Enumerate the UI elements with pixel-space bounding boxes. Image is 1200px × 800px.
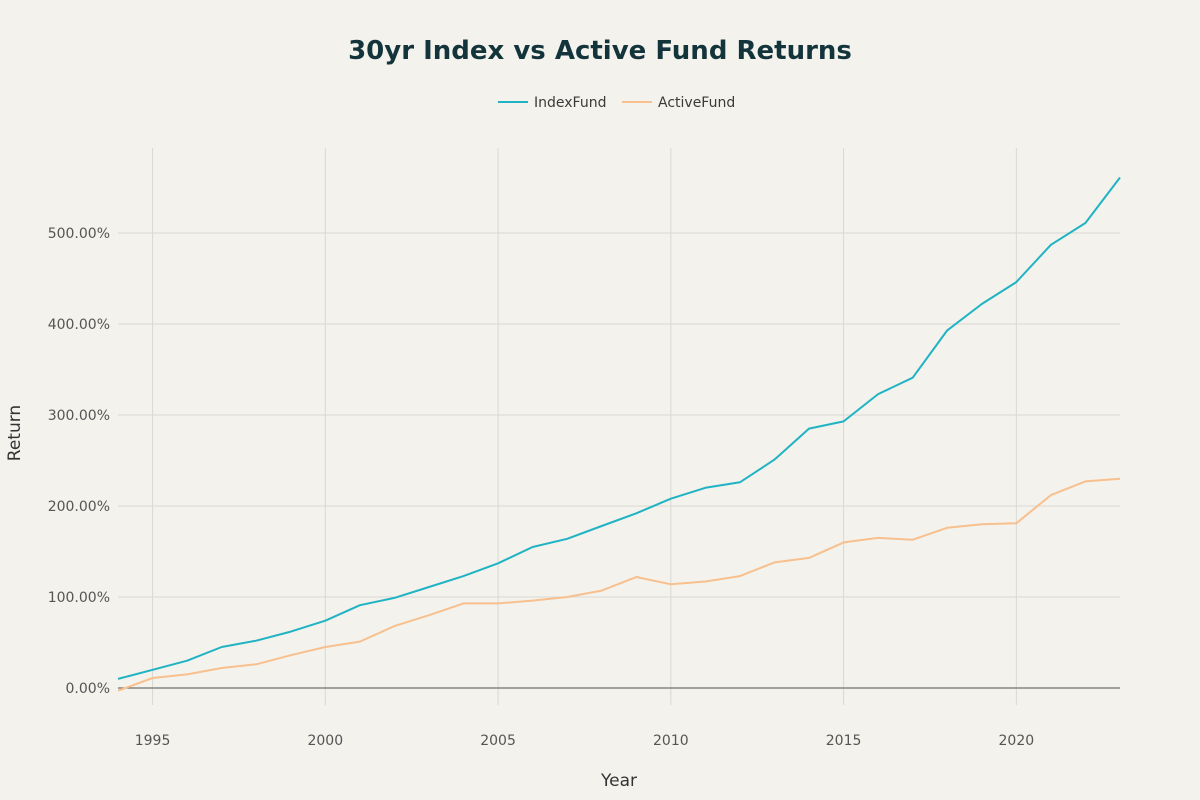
legend-label-indexfund: IndexFund [534,95,606,111]
legend-label-activefund: ActiveFund [658,95,735,111]
x-tick-label: 2005 [480,733,516,749]
y-tick-label: 500.00% [48,226,110,242]
x-tick-label: 2000 [307,733,343,749]
series-layer [117,176,1121,692]
x-tick-labels: 1995 2000 2005 2010 2015 2020 [135,733,1034,749]
legend: IndexFund ActiveFund [498,95,735,111]
chart-title: 30yr Index vs Active Fund Returns [348,36,852,66]
y-gridlines [118,232,1120,598]
y-tick-labels: 0.00% 100.00% 200.00% 300.00% 400.00% 500.00% [48,226,110,697]
x-tick-label: 2010 [653,733,689,749]
y-tick-label: 200.00% [48,499,110,515]
y-tick-label: 300.00% [48,408,110,424]
x-tick-label: 2015 [826,733,862,749]
x-tick-label: 1995 [135,733,171,749]
y-axis-title: Return [5,405,25,461]
x-axis-title: Year [600,771,637,791]
x-tick-label: 2020 [999,733,1035,749]
series-line-indexfund [117,176,1121,680]
x-gridlines [152,148,1017,705]
y-tick-label: 400.00% [48,317,110,333]
y-tick-label: 0.00% [66,681,110,697]
y-tick-label: 100.00% [48,590,110,606]
series-line-activefund [117,477,1121,692]
